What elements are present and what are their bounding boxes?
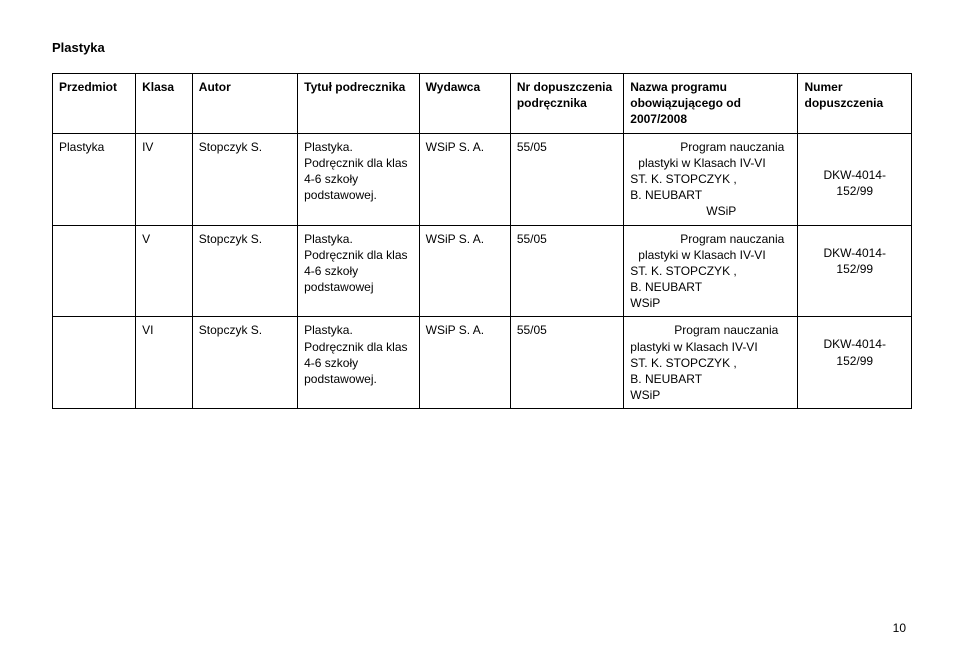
program-line: B. NEUBART — [630, 187, 791, 203]
program-line: plastyki w Klasach IV-VI — [630, 155, 791, 171]
approval-line: 152/99 — [804, 261, 905, 277]
cell-title: Plastyka. Podręcznik dla klas 4-6 szkoły… — [298, 317, 420, 409]
col-grade: Klasa — [136, 74, 193, 134]
cell-subject — [53, 225, 136, 317]
col-approval: Numer dopuszczenia — [798, 74, 912, 134]
approval-line: DKW-4014- — [804, 245, 905, 261]
approval-line: 152/99 — [804, 183, 905, 199]
cell-grade: V — [136, 225, 193, 317]
program-line: Program nauczania — [630, 139, 791, 155]
cell-author: Stopczyk S. — [192, 317, 297, 409]
cell-approval: DKW-4014- 152/99 — [798, 317, 912, 409]
col-subject: Przedmiot — [53, 74, 136, 134]
cell-author: Stopczyk S. — [192, 133, 297, 225]
cell-approval: DKW-4014- 152/99 — [798, 225, 912, 317]
program-line: B. NEUBART — [630, 279, 791, 295]
program-line: ST. K. STOPCZYK , — [630, 171, 791, 187]
cell-publisher: WSiP S. A. — [419, 317, 510, 409]
program-line: WSiP — [630, 295, 791, 311]
cell-program: Program nauczania plastyki w Klasach IV-… — [624, 317, 798, 409]
cell-grade: VI — [136, 317, 193, 409]
section-heading: Plastyka — [52, 40, 912, 55]
col-program: Nazwa programu obowiązującego od 2007/20… — [624, 74, 798, 134]
program-line: Program nauczania — [630, 231, 791, 247]
program-line: WSiP — [630, 387, 791, 403]
cell-nr: 55/05 — [510, 225, 623, 317]
approval-line: DKW-4014- — [804, 336, 905, 352]
textbooks-table: Przedmiot Klasa Autor Tytuł podrecznika … — [52, 73, 912, 409]
cell-subject: Plastyka — [53, 133, 136, 225]
table-row: Plastyka IV Stopczyk S. Plastyka. Podręc… — [53, 133, 912, 225]
col-nr: Nr dopuszczenia podręcznika — [510, 74, 623, 134]
cell-approval: DKW-4014- 152/99 — [798, 133, 912, 225]
cell-title: Plastyka. Podręcznik dla klas 4-6 szkoły… — [298, 225, 420, 317]
table-header-row: Przedmiot Klasa Autor Tytuł podrecznika … — [53, 74, 912, 134]
cell-title: Plastyka. Podręcznik dla klas 4-6 szkoły… — [298, 133, 420, 225]
cell-program: Program nauczania plastyki w Klasach IV-… — [624, 133, 798, 225]
cell-publisher: WSiP S. A. — [419, 133, 510, 225]
program-line: ST. K. STOPCZYK , — [630, 263, 791, 279]
program-line: ST. K. STOPCZYK , — [630, 355, 791, 371]
program-line: B. NEUBART — [630, 371, 791, 387]
cell-author: Stopczyk S. — [192, 225, 297, 317]
approval-line: 152/99 — [804, 353, 905, 369]
cell-nr: 55/05 — [510, 133, 623, 225]
program-line: plastyki w Klasach IV-VI — [630, 339, 791, 355]
table-row: V Stopczyk S. Plastyka. Podręcznik dla k… — [53, 225, 912, 317]
cell-subject — [53, 317, 136, 409]
col-title: Tytuł podrecznika — [298, 74, 420, 134]
table-row: VI Stopczyk S. Plastyka. Podręcznik dla … — [53, 317, 912, 409]
cell-nr: 55/05 — [510, 317, 623, 409]
cell-program: Program nauczania plastyki w Klasach IV-… — [624, 225, 798, 317]
cell-grade: IV — [136, 133, 193, 225]
col-publisher: Wydawca — [419, 74, 510, 134]
program-line: WSiP — [630, 203, 791, 219]
approval-line: DKW-4014- — [804, 167, 905, 183]
program-line: plastyki w Klasach IV-VI — [630, 247, 791, 263]
col-author: Autor — [192, 74, 297, 134]
cell-publisher: WSiP S. A. — [419, 225, 510, 317]
page-number: 10 — [893, 621, 906, 635]
program-line: Program nauczania — [630, 322, 791, 338]
